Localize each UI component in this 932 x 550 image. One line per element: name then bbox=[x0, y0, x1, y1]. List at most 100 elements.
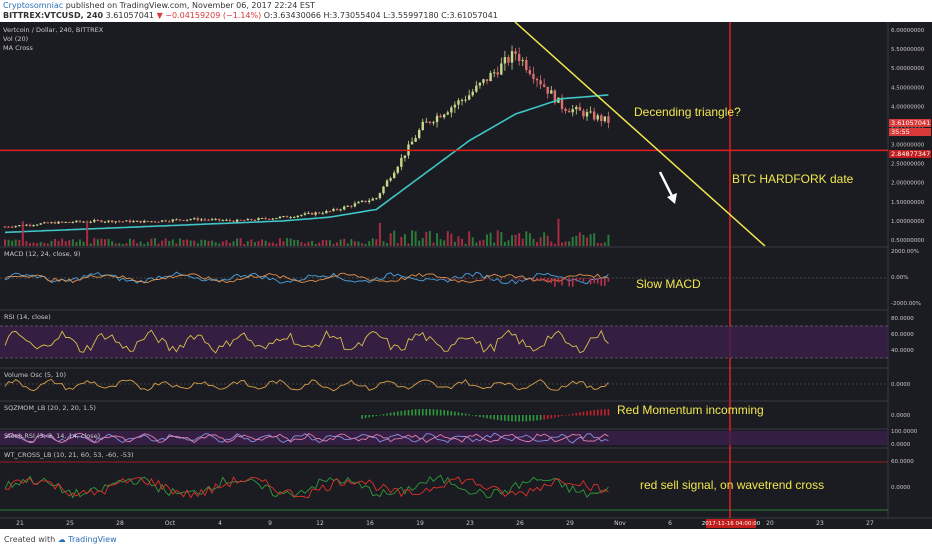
down-arrow-icon: ▼ bbox=[156, 11, 163, 20]
candle-body bbox=[164, 220, 167, 222]
volume-bar bbox=[286, 238, 289, 246]
macd-histogram-bar bbox=[600, 278, 603, 286]
candle-body bbox=[467, 95, 471, 100]
candle-body bbox=[96, 219, 100, 221]
sqz-axis-label: 0.0000 bbox=[891, 413, 911, 419]
sqz-bar bbox=[504, 415, 506, 421]
sqz-bar bbox=[557, 415, 560, 417]
main-legend: Vertcoin / Dollar, 240, BITTREX bbox=[3, 26, 104, 34]
candle-body bbox=[289, 217, 292, 219]
volume-bar bbox=[139, 241, 142, 246]
candle-body bbox=[589, 111, 592, 113]
macd-histogram-bar bbox=[571, 278, 574, 287]
sqz-bar bbox=[443, 410, 445, 416]
candle-body bbox=[603, 116, 607, 122]
sqz-bar bbox=[461, 412, 463, 416]
candle-body bbox=[125, 220, 128, 222]
volume-bar bbox=[128, 238, 131, 246]
candle-body bbox=[335, 208, 339, 210]
sqz-bar bbox=[364, 415, 367, 419]
candle-body bbox=[346, 205, 349, 207]
candle-body bbox=[239, 219, 242, 221]
volume-bar bbox=[211, 240, 214, 246]
candle-body bbox=[114, 221, 117, 223]
candle-body bbox=[218, 218, 221, 221]
candle-body bbox=[271, 218, 274, 220]
price-tick-label: 4.50000000 bbox=[891, 85, 925, 91]
sqz-bar bbox=[529, 415, 531, 422]
macd-histogram-bar bbox=[586, 278, 588, 279]
volume-bar bbox=[114, 243, 117, 246]
volume-bar bbox=[382, 241, 385, 246]
volume-bar bbox=[275, 243, 278, 246]
volume-bar bbox=[36, 242, 39, 246]
candle-body bbox=[200, 219, 203, 221]
candle-body bbox=[482, 79, 485, 83]
author-link[interactable]: Cryptosomniac bbox=[3, 1, 64, 10]
sqz-bar bbox=[432, 409, 435, 416]
candle-body bbox=[150, 221, 153, 223]
price-tick-label: 1.50000000 bbox=[891, 200, 925, 206]
volume-bar bbox=[278, 238, 281, 246]
volume-bar bbox=[53, 238, 56, 246]
sqz-bar bbox=[582, 411, 585, 416]
volume-bar bbox=[418, 240, 421, 246]
volume-bar bbox=[228, 242, 231, 246]
volume-bar bbox=[486, 234, 489, 246]
volume-bar bbox=[500, 232, 503, 246]
candle-body bbox=[7, 226, 10, 228]
volume-bar bbox=[446, 231, 449, 246]
rsi-axis-label: 40.0000 bbox=[891, 348, 914, 354]
candle-body bbox=[582, 110, 585, 117]
volume-bar bbox=[168, 240, 171, 246]
rsi-axis-label: 60.0000 bbox=[891, 332, 914, 338]
candle-body bbox=[28, 224, 32, 226]
sqz-bar bbox=[604, 409, 606, 416]
volume-bar bbox=[428, 230, 431, 246]
macd-histogram-bar bbox=[561, 278, 563, 286]
volume-bar bbox=[361, 243, 364, 246]
volume-bar bbox=[493, 242, 496, 246]
candle-body bbox=[425, 121, 428, 123]
candle-body bbox=[14, 225, 17, 227]
volume-bar bbox=[14, 239, 17, 246]
candle-body bbox=[232, 220, 235, 222]
countdown-tag: 35:55 bbox=[889, 128, 931, 136]
volume-bar bbox=[400, 236, 403, 246]
macd-histogram-bar bbox=[457, 278, 460, 280]
candle-body bbox=[171, 219, 175, 222]
macd-histogram-bar bbox=[454, 278, 456, 280]
macd-histogram-bar bbox=[439, 278, 442, 280]
volume-bar bbox=[561, 242, 564, 246]
candle-body bbox=[182, 219, 185, 221]
candle-body bbox=[410, 141, 414, 145]
volume-bar bbox=[453, 241, 456, 246]
volume-bar bbox=[203, 239, 206, 246]
candle-body bbox=[160, 220, 164, 222]
macd-axis-label: 0.00% bbox=[891, 275, 908, 281]
volume-bar bbox=[603, 242, 606, 246]
candle-body bbox=[214, 218, 217, 220]
macd-histogram-bar bbox=[489, 278, 492, 281]
chart-area[interactable]: 6.00000000 5.50000000 5.00000000 4.50000000… bbox=[0, 22, 932, 529]
price-tick-label: 0.50000000 bbox=[891, 238, 925, 244]
sqz-bar bbox=[579, 412, 581, 416]
candle-body bbox=[368, 200, 371, 202]
volume-bar bbox=[475, 242, 478, 246]
candle-body bbox=[332, 208, 335, 212]
sqz-bar bbox=[525, 415, 528, 422]
tradingview-logo[interactable]: ☁ TradingView bbox=[57, 535, 117, 544]
macd-histogram-bar bbox=[579, 278, 581, 280]
volume-bar bbox=[350, 239, 353, 246]
chart-canvas[interactable]: 6.00000000 5.50000000 5.00000000 4.50000000… bbox=[0, 22, 932, 529]
candle-body bbox=[592, 111, 596, 120]
macd-histogram-bar bbox=[464, 278, 467, 280]
sqz-bar bbox=[450, 411, 453, 416]
volume-bar bbox=[543, 232, 546, 246]
volume-bar bbox=[332, 243, 335, 246]
volume-bar bbox=[471, 237, 474, 246]
volume-bar bbox=[389, 233, 392, 246]
candle-body bbox=[143, 220, 146, 223]
sqz-bar bbox=[600, 409, 603, 416]
candle-body bbox=[532, 74, 535, 79]
